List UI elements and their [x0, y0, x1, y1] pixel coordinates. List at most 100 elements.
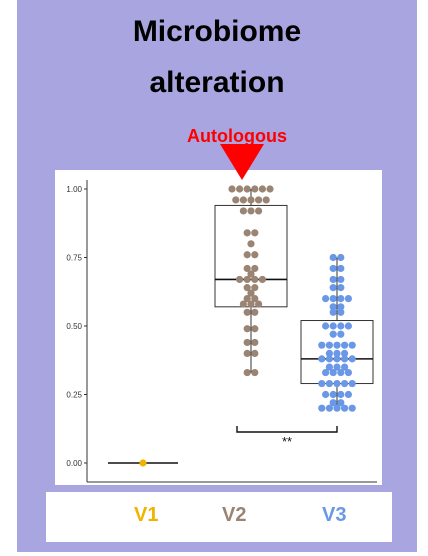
data-point-V3 [348, 404, 356, 412]
data-point-V2 [251, 251, 259, 259]
annotation-label: Autologous [187, 126, 287, 146]
data-point-V2 [239, 207, 247, 215]
data-point-V2 [247, 270, 255, 278]
data-point-V2 [262, 196, 270, 204]
data-point-V3 [329, 390, 337, 399]
y-tick-label: 0.00 [66, 459, 82, 468]
data-point-V3 [322, 390, 330, 399]
data-point-V2 [251, 338, 259, 347]
data-point-V2 [243, 349, 251, 357]
data-point-V2 [266, 185, 274, 193]
data-point-V3 [333, 379, 341, 388]
data-point-V2 [255, 207, 263, 215]
data-point-V3 [337, 275, 345, 284]
data-point-V2 [239, 196, 247, 204]
data-point-V2 [243, 368, 251, 377]
data-point-V2 [251, 284, 259, 292]
data-point-V3 [337, 303, 345, 311]
data-point-V2 [236, 185, 244, 193]
data-point-V3 [329, 284, 337, 292]
data-point-V3 [341, 341, 349, 349]
data-point-V3 [333, 404, 341, 412]
data-point-V1 [139, 459, 147, 467]
data-point-V3 [329, 303, 337, 311]
data-point-V3 [318, 404, 326, 412]
data-point-V2 [228, 185, 236, 193]
data-point-V3 [348, 341, 356, 349]
significance-label: ** [282, 434, 292, 449]
data-point-V3 [348, 379, 356, 388]
data-point-V2 [251, 295, 259, 303]
data-point-V3 [325, 355, 333, 363]
data-point-V3 [333, 349, 341, 357]
data-point-V3 [337, 253, 345, 262]
data-point-V3 [344, 368, 352, 377]
data-point-V2 [247, 300, 255, 308]
data-point-V2 [247, 207, 255, 215]
data-point-V3 [318, 355, 326, 363]
data-point-V3 [329, 253, 337, 262]
data-point-V3 [325, 363, 333, 371]
data-point-V2 [247, 196, 255, 204]
data-point-V3 [325, 349, 333, 357]
data-point-V3 [318, 341, 326, 349]
title-line-1: Microbiome [132, 15, 302, 48]
data-point-V2 [243, 284, 251, 292]
data-point-V3 [322, 295, 330, 303]
data-point-V2 [251, 325, 259, 333]
data-point-V3 [341, 404, 349, 412]
data-point-V2 [232, 196, 240, 204]
data-point-V3 [337, 399, 345, 407]
data-point-V2 [243, 295, 251, 303]
data-point-V3 [337, 284, 345, 292]
data-point-V3 [325, 379, 333, 388]
y-tick-label: 0.75 [66, 254, 82, 263]
data-point-V3 [329, 368, 337, 377]
data-point-V3 [337, 295, 345, 303]
y-tick-label: 1.00 [66, 185, 82, 194]
data-point-V2 [243, 251, 251, 259]
data-point-V3 [337, 368, 345, 377]
data-point-V3 [344, 322, 352, 330]
data-point-V2 [255, 196, 263, 204]
data-point-V3 [337, 390, 345, 399]
data-point-V3 [318, 379, 326, 388]
data-point-V2 [251, 275, 259, 284]
data-point-V3 [337, 322, 345, 330]
data-point-V3 [322, 368, 330, 377]
data-point-V2 [247, 240, 255, 248]
data-point-V2 [243, 325, 251, 333]
data-point-V3 [329, 295, 337, 303]
data-point-V3 [329, 399, 337, 407]
data-point-V3 [341, 363, 349, 371]
data-point-V2 [258, 185, 266, 193]
data-point-V3 [322, 322, 330, 330]
x-label-V3: V3 [322, 504, 347, 526]
x-label-V1: V1 [134, 504, 159, 526]
data-point-V3 [337, 264, 345, 273]
data-point-V2 [239, 300, 247, 308]
title-line-2: alteration [149, 66, 285, 99]
arrow-head-icon [220, 144, 264, 180]
data-point-V2 [251, 349, 259, 357]
data-point-V3 [329, 264, 337, 273]
data-point-V2 [243, 338, 251, 347]
y-tick-label: 0.25 [66, 391, 82, 400]
data-point-V2 [243, 229, 251, 237]
data-point-V3 [329, 322, 337, 330]
annotation-arrow [220, 144, 264, 180]
box-dotplot-chart: 0.00 0.25 0.50 0.75 1.00 ** [66, 180, 377, 483]
data-point-V2 [258, 275, 266, 284]
data-point-V2 [255, 300, 263, 308]
data-point-V3 [325, 404, 333, 412]
data-point-V3 [333, 363, 341, 371]
data-point-V3 [344, 295, 352, 303]
data-point-V2 [243, 264, 251, 273]
data-point-V2 [243, 185, 251, 193]
data-point-V2 [243, 275, 251, 284]
data-point-V3 [341, 349, 349, 357]
data-point-V3 [329, 308, 337, 316]
data-point-V3 [348, 355, 356, 363]
y-tick-label: 0.50 [66, 322, 82, 331]
data-point-V3 [337, 330, 345, 338]
